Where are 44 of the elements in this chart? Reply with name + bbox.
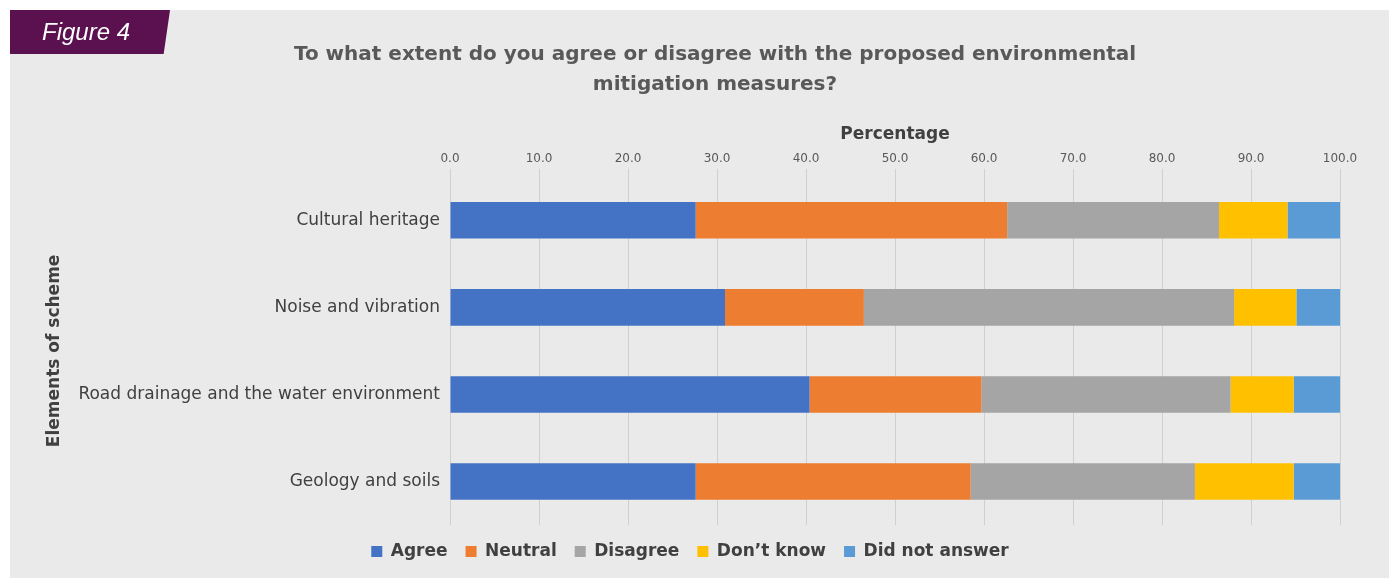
bar	[863, 289, 1235, 326]
legend-label: Neutral	[485, 539, 557, 560]
bar	[1230, 376, 1294, 413]
bar	[981, 376, 1231, 413]
bar	[1287, 202, 1340, 239]
y-axis-title: Elements of scheme	[42, 254, 63, 448]
legend-label: Disagree	[594, 539, 680, 560]
bar	[1194, 463, 1294, 500]
bar	[450, 202, 696, 239]
bar	[809, 376, 982, 413]
caption: Figure 4	[10, 10, 171, 54]
chart-title: To what extent do you agree or disagree with the proposed environmental mitigation measures?	[292, 40, 1138, 97]
bar	[450, 376, 810, 413]
bar	[725, 289, 864, 326]
bar	[1007, 202, 1219, 239]
bar	[1293, 376, 1340, 413]
x-tick-label: 60.0	[970, 150, 998, 165]
bar	[1296, 289, 1340, 326]
bar	[1293, 463, 1340, 500]
bar	[450, 463, 696, 500]
bar	[695, 202, 1008, 239]
x-tick-label: 30.0	[703, 150, 731, 165]
x-tick-label: 100.0	[1322, 150, 1358, 165]
x-tick-label: 40.0	[792, 150, 820, 165]
x-tick-label: 80.0	[1148, 150, 1176, 165]
y-tick-label: Geology and soils	[289, 469, 441, 490]
y-tick-label: Road drainage and the water environment	[78, 382, 441, 403]
bar	[1234, 289, 1297, 326]
x-axis-title: Percentage	[840, 122, 950, 143]
bar	[450, 289, 726, 326]
x-tick-label: 0.0	[440, 150, 460, 165]
x-tick-label: 90.0	[1237, 150, 1265, 165]
x-tick-label: 20.0	[614, 150, 642, 165]
x-tick-label: 70.0	[1059, 150, 1087, 165]
legend-label: Don’t know	[716, 539, 827, 560]
bar	[970, 463, 1195, 500]
x-tick-label: 50.0	[881, 150, 909, 165]
x-tick-label: 10.0	[525, 150, 553, 165]
legend-label: Did not answer	[863, 539, 1010, 560]
legend-label: Agree	[390, 539, 448, 560]
bar	[1218, 202, 1288, 239]
y-tick-label: Cultural heritage	[296, 208, 441, 229]
bar	[695, 463, 971, 500]
y-tick-label: Noise and vibration	[274, 295, 441, 316]
